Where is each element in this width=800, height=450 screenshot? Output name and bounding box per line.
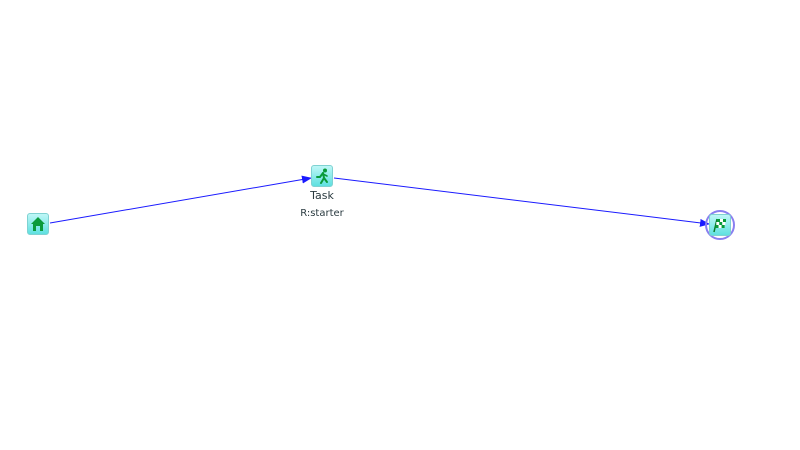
checkered-flag-icon [713,218,726,233]
task-node-label: Task [310,189,334,202]
task-node-resource-label: R:starter [300,208,344,219]
end-node-ring [705,210,735,240]
task-node-box[interactable] [311,165,333,187]
home-icon [31,217,45,231]
end-node-box[interactable] [709,214,731,236]
edge-start-to-task[interactable] [49,175,312,224]
edge-task-to-end[interactable] [333,177,710,227]
runner-icon [316,168,328,184]
start-node-box[interactable] [27,213,49,235]
